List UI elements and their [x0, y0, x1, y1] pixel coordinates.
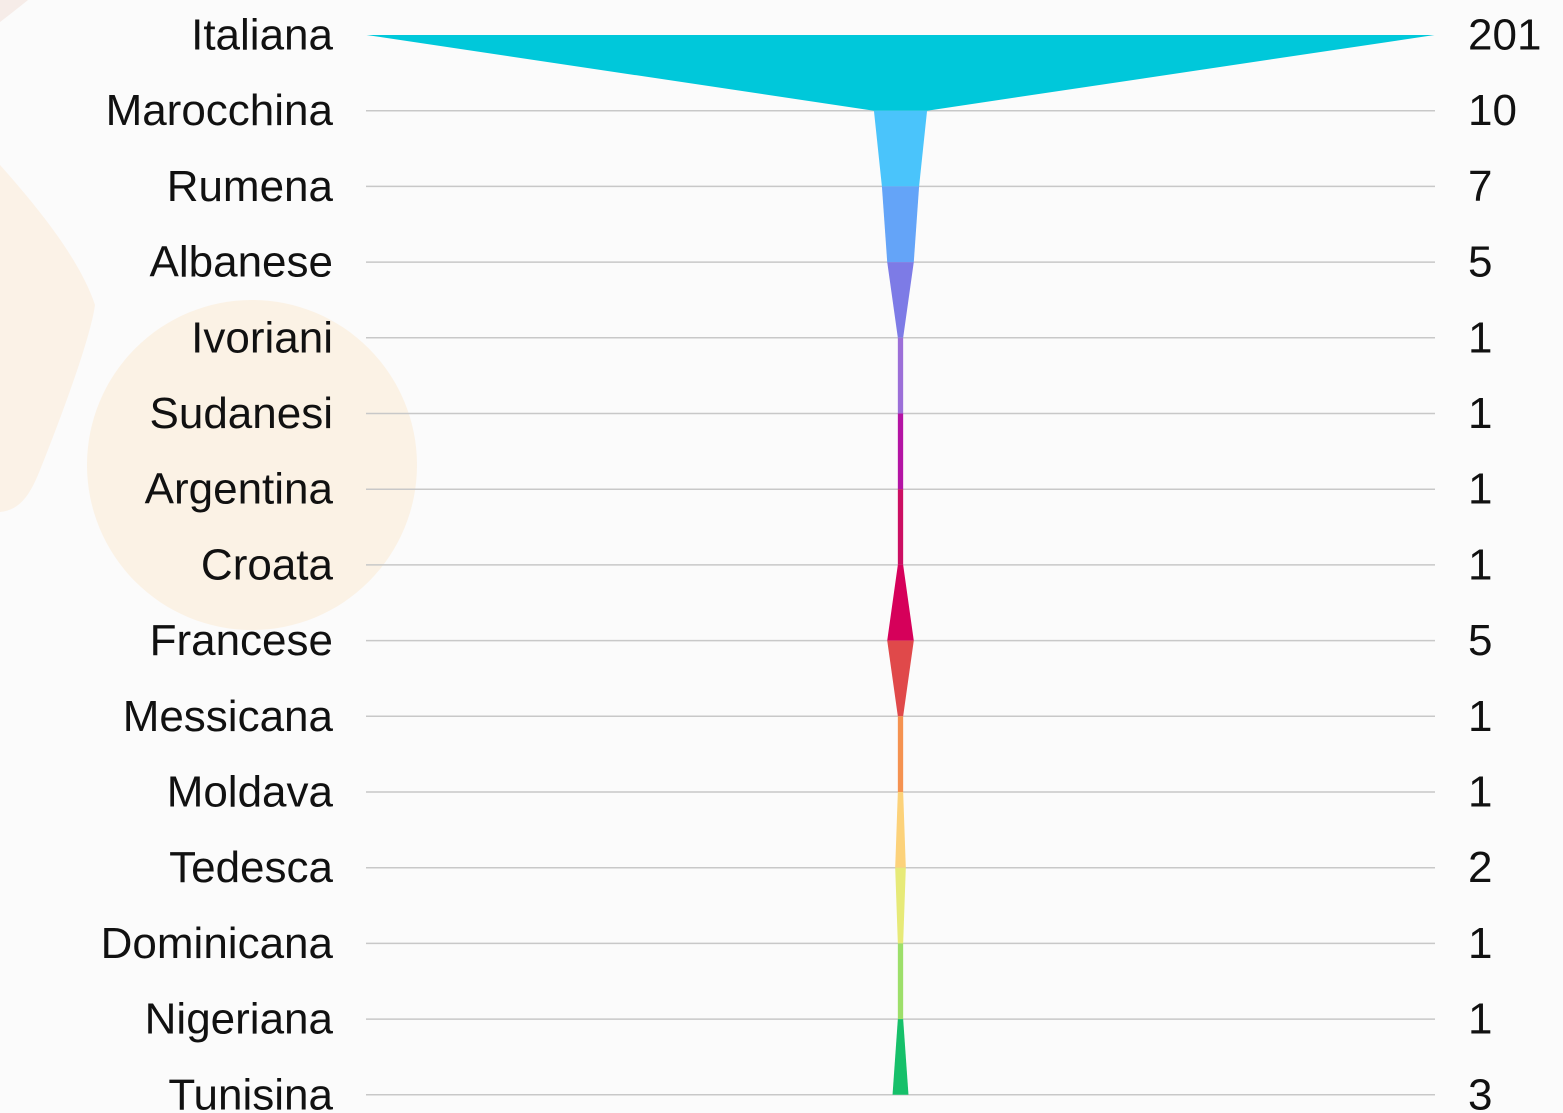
category-labels: Italiana Marocchina Rumena Albanese Ivoriani…	[101, 11, 334, 1113]
funnel-segment-croata[interactable]	[887, 564, 914, 641]
category-label-moldava: Moldava	[167, 768, 334, 817]
value-label-francese: 5	[1468, 616, 1492, 665]
category-label-messicana: Messicana	[123, 692, 334, 741]
background-corner-shape	[0, 0, 28, 22]
value-label-italiana: 201	[1468, 11, 1541, 60]
category-label-croata: Croata	[201, 540, 334, 589]
value-label-moldava: 1	[1468, 768, 1492, 817]
value-label-tunisina: 3	[1468, 1070, 1492, 1113]
funnel-segment-dominicana[interactable]	[897, 943, 904, 1020]
category-label-tedesca: Tedesca	[169, 843, 333, 892]
background-circle	[87, 300, 417, 630]
category-label-sudanesi: Sudanesi	[150, 389, 333, 438]
funnel-segment-argentina[interactable]	[897, 489, 904, 565]
category-label-albanese: Albanese	[150, 238, 333, 287]
background-blob-shape	[0, 165, 95, 512]
value-label-rumena: 7	[1468, 162, 1492, 211]
funnel-segment-ivoriani[interactable]	[897, 337, 904, 414]
category-label-dominicana: Dominicana	[101, 919, 334, 968]
funnel-segment-francese[interactable]	[887, 640, 914, 717]
category-label-marocchina: Marocchina	[106, 86, 334, 135]
funnel-segment-italiana[interactable]	[366, 35, 1435, 111]
category-label-francese: Francese	[150, 616, 333, 665]
value-label-argentina: 1	[1468, 465, 1492, 514]
value-label-croata: 1	[1468, 540, 1492, 589]
value-label-tedesca: 2	[1468, 843, 1492, 892]
value-label-dominicana: 1	[1468, 919, 1492, 968]
value-label-marocchina: 10	[1468, 86, 1517, 135]
category-label-argentina: Argentina	[145, 465, 334, 514]
category-label-tunisina: Tunisina	[168, 1070, 333, 1113]
value-label-ivoriani: 1	[1468, 313, 1492, 362]
value-label-nigeriana: 1	[1468, 995, 1492, 1044]
funnel-segment-sudanesi[interactable]	[897, 413, 904, 490]
value-labels: 201 10 7 5 1 1 1 1 5 1 1 2 1 1 3	[1468, 11, 1541, 1113]
funnel-segment-rumena[interactable]	[881, 186, 920, 263]
category-label-ivoriani: Ivoriani	[191, 313, 333, 362]
value-label-albanese: 5	[1468, 238, 1492, 287]
funnel-segment-tedesca[interactable]	[895, 867, 906, 944]
funnel-segment-marocchina[interactable]	[873, 110, 928, 187]
funnel-segment-nigeriana[interactable]	[892, 1019, 909, 1095]
value-label-messicana: 1	[1468, 692, 1492, 741]
funnel-layer	[366, 35, 1435, 1095]
category-label-nigeriana: Nigeriana	[145, 995, 334, 1044]
funnel-segment-moldava[interactable]	[895, 792, 906, 868]
category-label-rumena: Rumena	[167, 162, 334, 211]
funnel-segment-albanese[interactable]	[887, 262, 914, 338]
category-label-italiana: Italiana	[191, 11, 333, 60]
value-label-sudanesi: 1	[1468, 389, 1492, 438]
funnel-segment-messicana[interactable]	[897, 716, 904, 792]
